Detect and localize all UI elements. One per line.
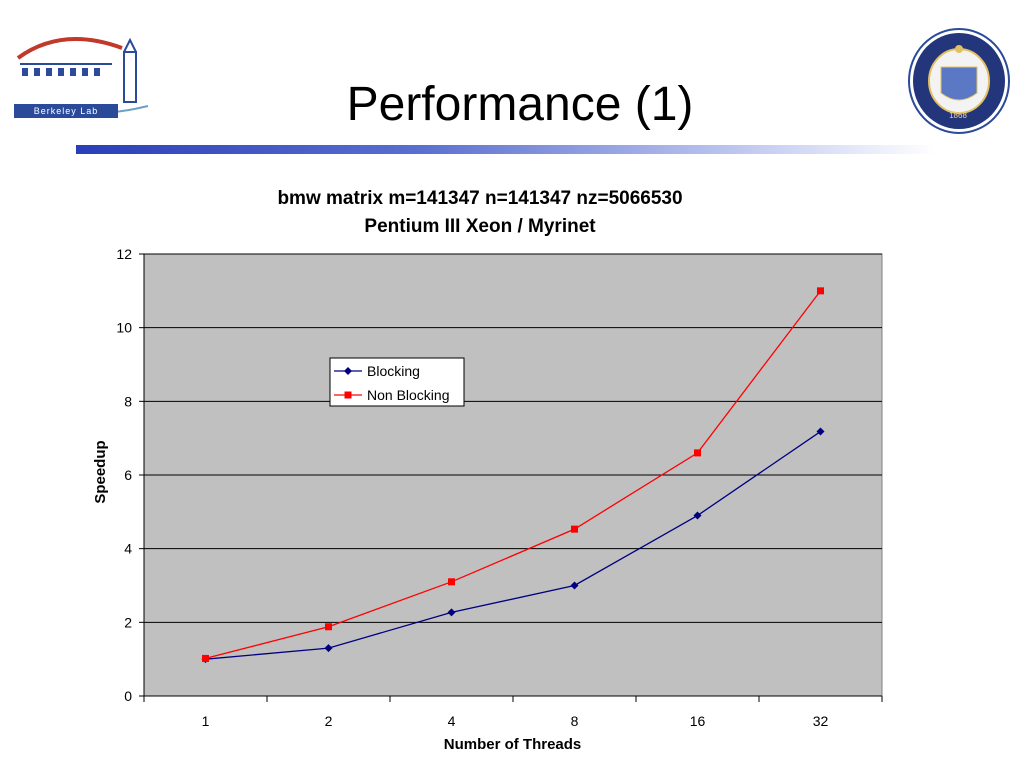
x-tick-label: 32	[813, 713, 829, 729]
x-tick-label: 8	[571, 713, 579, 729]
data-point-non-blocking	[325, 623, 332, 631]
y-tick-label: 0	[124, 688, 132, 704]
legend-marker	[344, 391, 352, 399]
y-tick-label: 12	[116, 246, 132, 262]
y-tick-label: 4	[124, 541, 132, 557]
y-axis-label: Speedup	[92, 440, 109, 504]
seal-year: 1868	[949, 111, 967, 120]
legend-label: Blocking	[367, 363, 420, 379]
y-tick-label: 10	[116, 320, 132, 336]
legend-marker	[344, 367, 352, 375]
title-divider	[76, 145, 936, 154]
data-point-blocking	[816, 427, 825, 436]
data-point-blocking	[447, 608, 456, 617]
x-axis-label: Number of Threads	[443, 736, 582, 753]
berkeley-lab-wordmark: Berkeley Lab	[14, 104, 118, 118]
uc-seal-logo	[908, 28, 1010, 134]
chart-subtitle: Pentium III Xeon / Myrinet	[364, 216, 596, 237]
x-tick-label: 16	[690, 713, 706, 729]
y-tick-label: 2	[124, 614, 132, 630]
legend	[329, 357, 465, 407]
data-point-blocking	[570, 581, 579, 590]
data-point-non-blocking	[817, 287, 824, 295]
data-point-blocking	[324, 644, 333, 653]
y-tick-label: 8	[124, 393, 132, 409]
legend-label: Non Blocking	[367, 387, 450, 403]
x-tick-label: 4	[448, 713, 456, 729]
y-tick-label: 6	[124, 467, 132, 483]
x-tick-label: 2	[325, 713, 333, 729]
data-point-non-blocking	[571, 525, 578, 533]
series-line-non-blocking	[205, 290, 822, 660]
slide-title: Performance (1)	[346, 78, 694, 131]
series-line-blocking	[205, 430, 821, 660]
data-point-non-blocking	[448, 578, 455, 586]
berkeley-lab-logo	[15, 37, 149, 116]
data-point-non-blocking	[202, 654, 209, 662]
x-tick-label: 1	[202, 713, 210, 729]
data-point-blocking	[693, 511, 702, 520]
chart-title: bmw matrix m=141347 n=141347 nz=5066530	[277, 188, 683, 209]
chart-title-block: bmw matrix m=141347 n=141347 nz=5066530 …	[150, 185, 810, 241]
data-point-non-blocking	[694, 449, 701, 457]
